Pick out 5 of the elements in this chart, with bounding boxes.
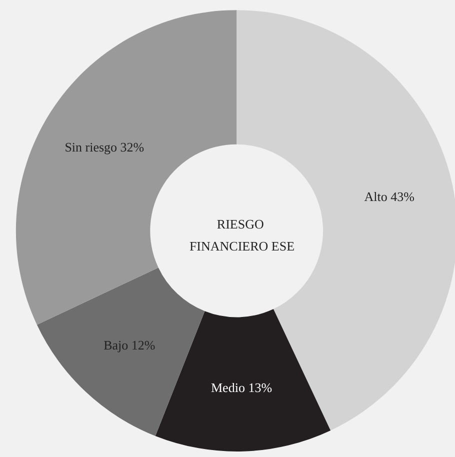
slice-label: Medio 13%: [211, 380, 272, 395]
slice-label: Bajo 12%: [104, 337, 156, 352]
slice-label: Sin riesgo 32%: [64, 139, 144, 154]
text: RIESGO FINANCIERO ESE: [189, 216, 295, 254]
slice-label: Alto 43%: [364, 189, 415, 204]
